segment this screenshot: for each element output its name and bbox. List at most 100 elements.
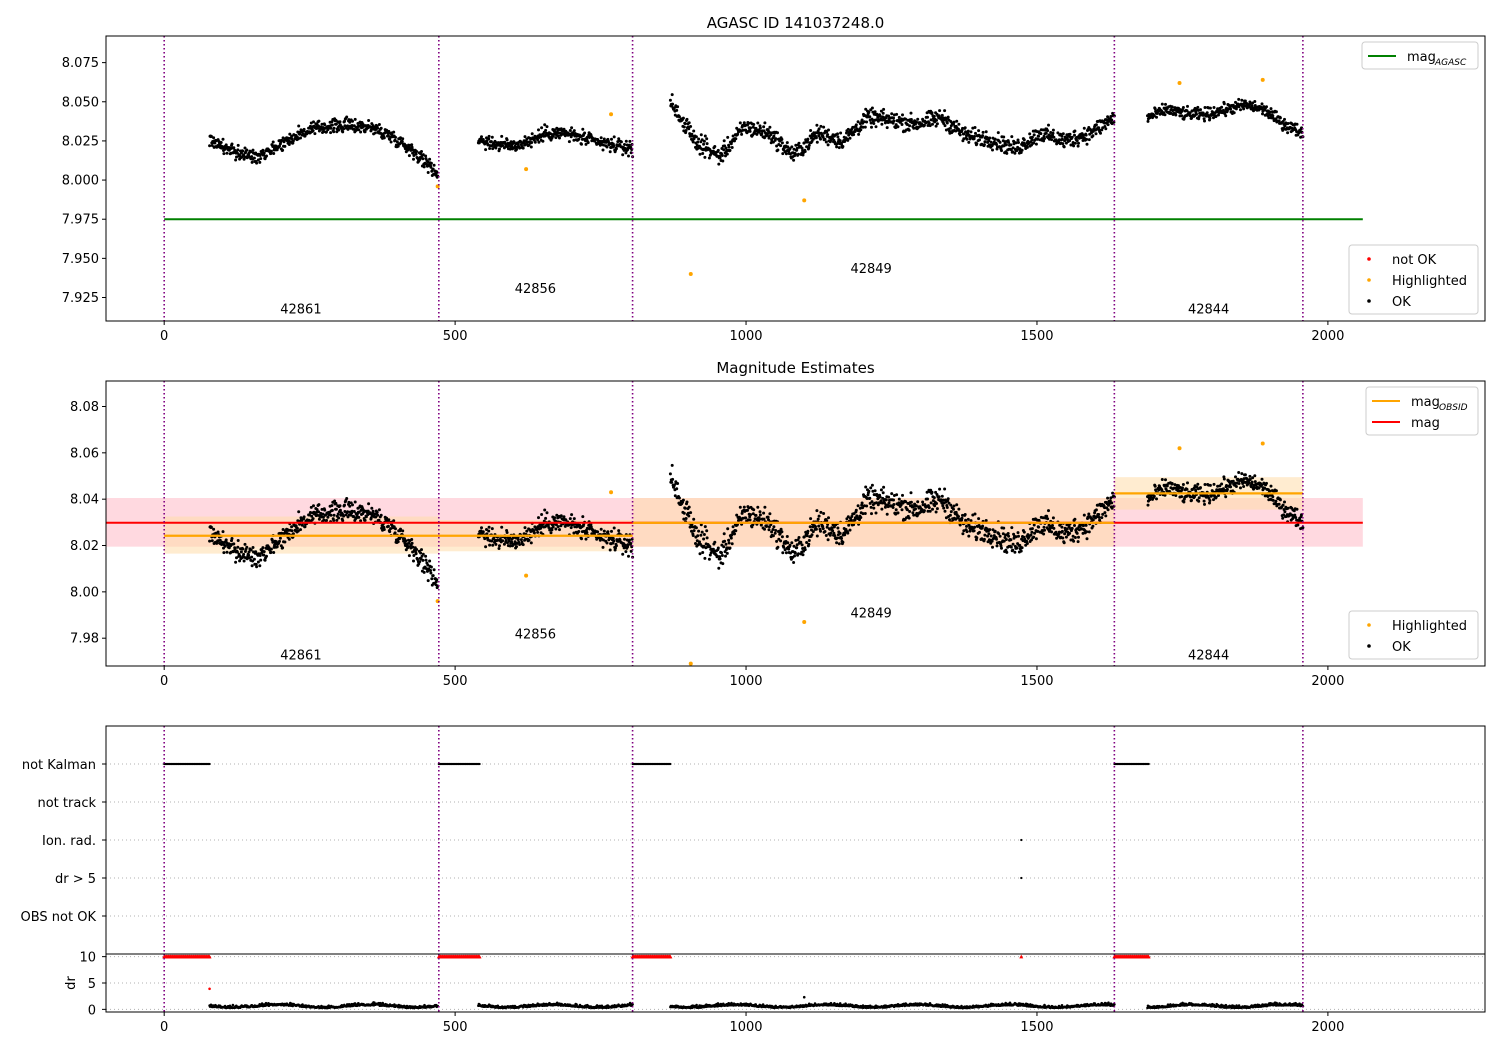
ok-point [770, 530, 774, 534]
ok-point [670, 93, 674, 97]
ok-point [350, 509, 354, 513]
obs-label-42849: 42849 [850, 262, 891, 277]
ok-point [874, 125, 878, 129]
ok-point [1022, 530, 1026, 534]
ok-point [278, 539, 281, 543]
ok-point [1274, 499, 1278, 503]
ok-point [1231, 479, 1235, 483]
flag-point [1020, 876, 1023, 880]
ok-point [407, 554, 411, 558]
dr-clipped-points [162, 954, 212, 959]
ok-point [1208, 483, 1212, 487]
ok-point [965, 524, 968, 528]
flag-label: not track [37, 796, 96, 811]
ok-point [619, 140, 623, 144]
ok-point [744, 516, 748, 520]
ok-point [928, 124, 932, 128]
ok-point [363, 518, 367, 522]
ok-point [797, 552, 800, 556]
ok-point [728, 148, 732, 152]
ok-point [943, 124, 947, 128]
ok-point [987, 139, 991, 143]
ok-point [1286, 506, 1290, 510]
ok-point [329, 131, 333, 135]
ok-point [726, 527, 730, 531]
ok-point [756, 505, 760, 509]
ok-point [753, 131, 757, 135]
ok-point [878, 114, 882, 118]
ok-point [1057, 138, 1061, 142]
ok-point [1224, 114, 1228, 118]
ok-point [840, 537, 843, 540]
flag-points [631, 762, 672, 766]
ok-point [299, 136, 302, 140]
flag-point [1147, 762, 1150, 766]
ok-point [1283, 124, 1287, 128]
ok-point [882, 485, 886, 489]
ok-point [617, 529, 621, 533]
plot-area [106, 381, 1363, 666]
ok-point [1177, 484, 1180, 488]
ok-point [780, 137, 784, 141]
ok-point [1197, 117, 1201, 121]
ok-point [1014, 141, 1018, 145]
ok-point [763, 136, 766, 140]
ok-point [817, 134, 821, 138]
ok-point [296, 529, 300, 533]
ok-point [932, 114, 936, 118]
ok-point [772, 134, 776, 138]
ok-point [1208, 499, 1212, 502]
ok-point [329, 513, 333, 517]
ok-point [1153, 107, 1157, 111]
ok-point [1103, 506, 1106, 510]
ok-point [705, 529, 709, 533]
ok-point [802, 535, 806, 539]
ok-point [255, 565, 259, 569]
ok-point [540, 513, 544, 516]
legend-dot-swatch [1367, 278, 1371, 282]
ok-point [1046, 129, 1050, 133]
ok-point [881, 491, 885, 495]
ok-point [817, 127, 821, 131]
ok-point [342, 514, 346, 518]
ok-point [699, 133, 703, 137]
ok-point [762, 511, 766, 515]
ok-point [943, 487, 947, 491]
obs-label-42844: 42844 [1188, 302, 1229, 317]
ok-point [974, 131, 977, 135]
ok-point [224, 538, 228, 542]
ok-point [916, 117, 920, 121]
ok-point [721, 159, 725, 163]
ok-point [1011, 548, 1015, 552]
ok-point [900, 508, 904, 512]
ok-point [699, 533, 703, 537]
ok-point [901, 493, 904, 497]
ok-point [964, 518, 968, 522]
dr-clipped-marker [1019, 954, 1024, 959]
ok-point [794, 143, 798, 147]
ok-points-obs-2 [668, 93, 1116, 166]
ok-point [567, 140, 571, 144]
ok-point [691, 534, 695, 537]
ok-point [725, 152, 729, 156]
ok-point [386, 134, 390, 138]
ok-point [771, 528, 775, 531]
ok-point [1000, 149, 1003, 153]
ok-point [575, 525, 579, 529]
ok-point [537, 128, 540, 132]
ok-point [412, 157, 415, 161]
ok-point [738, 121, 742, 125]
x-tick-label: 1500 [1020, 329, 1053, 344]
ok-point [884, 498, 888, 502]
ok-point [624, 550, 628, 554]
ok-point [1091, 518, 1095, 522]
ok-point [758, 517, 762, 521]
ok-point [483, 537, 487, 541]
ok-point [484, 545, 488, 549]
ok-point [1199, 486, 1202, 490]
ok-point [1098, 518, 1102, 522]
ok-point [419, 152, 423, 156]
ok-point [608, 537, 612, 541]
ok-point [724, 554, 727, 558]
